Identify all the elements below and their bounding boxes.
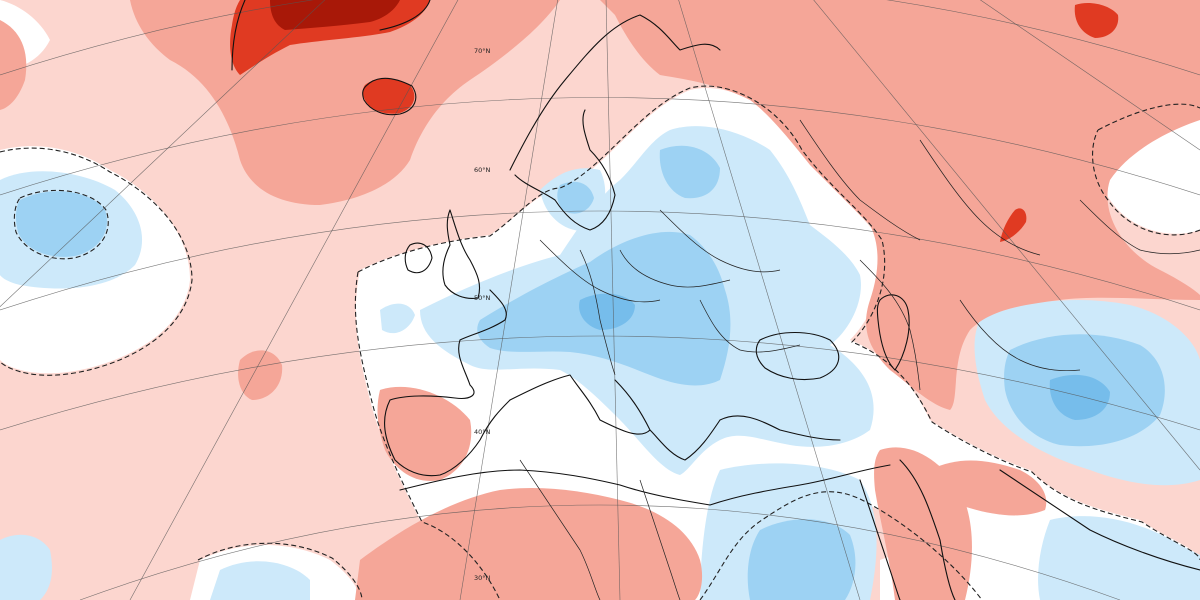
- iceland-coast: [362, 77, 417, 116]
- black-sea-coast: [755, 332, 840, 381]
- meridian-e60: [979, 0, 1200, 151]
- mediterranean-coast: [509, 374, 841, 461]
- country-borders: [519, 119, 1200, 600]
- parallel-60n: [0, 97, 1200, 196]
- meridian-e40: [813, 0, 1200, 471]
- meridian-e20: [678, 0, 861, 600]
- meridian-w40: [129, 0, 459, 600]
- north-africa-coast: [399, 464, 891, 506]
- western-europe-coast: [384, 289, 511, 477]
- strong-cold-anomaly-zones: [579, 293, 1110, 420]
- parallel-30n: [79, 504, 1121, 600]
- latitude-label-30n: 30°N: [474, 574, 491, 582]
- coastlines: [231, 0, 1200, 600]
- latitude-label-60n: 60°N: [474, 166, 491, 174]
- scandinavia-coast: [509, 14, 721, 231]
- latitude-label-40n: 40°N: [474, 428, 491, 436]
- greenland-coast: [231, 0, 431, 71]
- latitude-labels: 70°N 60°N 50°N 40°N 30°N: [474, 47, 491, 582]
- latitude-label-50n: 50°N: [474, 294, 491, 302]
- british-isles-coast: [404, 209, 481, 299]
- zero-anomaly-contours: [0, 85, 1200, 600]
- parallel-50n: [0, 210, 1200, 311]
- parallel-70n: [0, 0, 1200, 76]
- meridian-e0: [605, 0, 621, 600]
- caspian-sea-coast: [876, 294, 910, 371]
- meridian-w10: [459, 0, 558, 600]
- meridian-w60: [0, 0, 326, 308]
- arabia-coast: [899, 459, 1200, 600]
- red-sea-coast: [859, 479, 901, 600]
- very-strong-warm-anomaly-zones: [270, 0, 400, 30]
- parallel-40n: [0, 335, 1200, 431]
- latitude-label-70n: 70°N: [474, 47, 491, 55]
